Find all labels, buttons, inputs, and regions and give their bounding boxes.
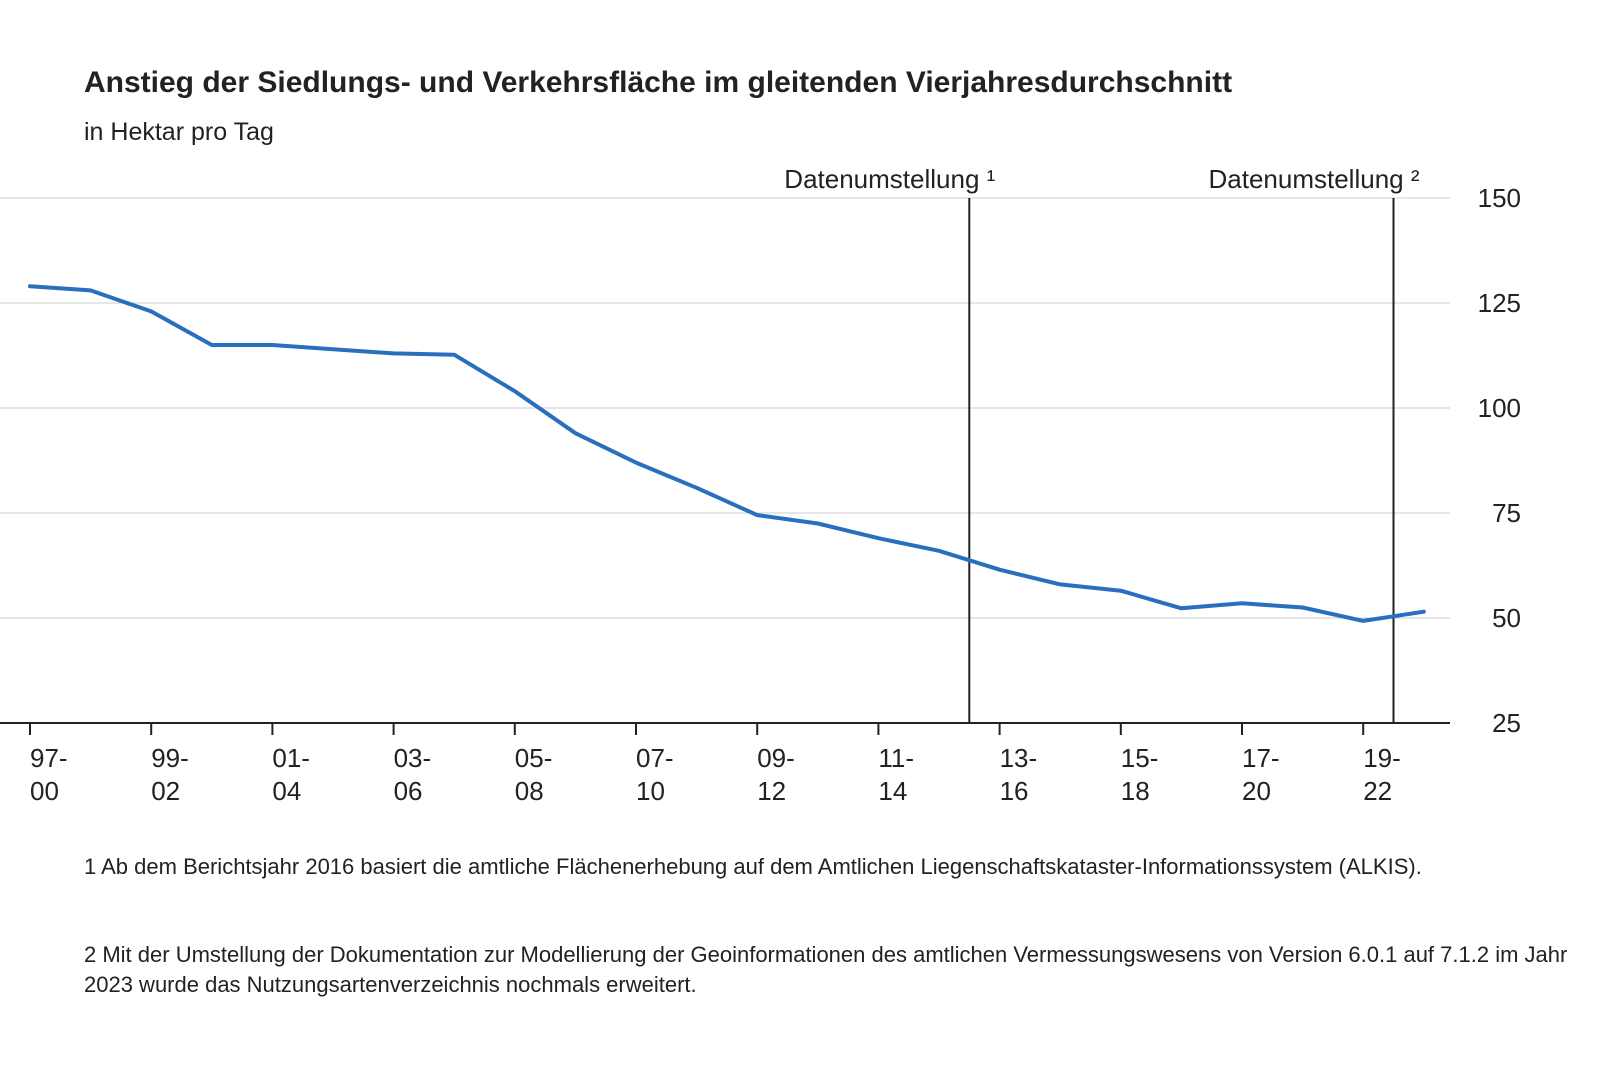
x-tick-label: 02 xyxy=(151,776,180,806)
chart-title: Anstieg der Siedlungs- und Verkehrsfläch… xyxy=(84,66,1233,99)
y-tick-label: 100 xyxy=(1478,393,1521,423)
y-tick-label: 150 xyxy=(1478,183,1521,213)
x-tick-label: 15- xyxy=(1121,743,1159,773)
series-layer xyxy=(28,284,1426,623)
x-tick-label: 09- xyxy=(757,743,795,773)
x-tick-label: 97- xyxy=(30,743,68,773)
annotation-label: Datenumstellung ² xyxy=(1209,164,1420,194)
x-tick-label: 04 xyxy=(272,776,301,806)
y-tick-label: 125 xyxy=(1478,288,1521,318)
x-tick-label: 19- xyxy=(1363,743,1401,773)
x-tick-label: 20 xyxy=(1242,776,1271,806)
x-tick-label: 03- xyxy=(394,743,432,773)
gridlines xyxy=(0,197,1450,619)
series-line xyxy=(28,284,1426,623)
x-tick-label: 11- xyxy=(878,743,914,773)
chart-subtitle: in Hektar pro Tag xyxy=(84,118,274,146)
line-chart: Datenumstellung ¹ Datenumstellung ² 150 12… xyxy=(0,164,1521,806)
x-tick-label: 16 xyxy=(1000,776,1029,806)
y-axis: 150 125 100 75 50 25 xyxy=(1478,183,1521,738)
x-tick-label: 05- xyxy=(515,743,553,773)
x-tick-label: 10 xyxy=(636,776,665,806)
x-tick-label: 12 xyxy=(757,776,786,806)
y-tick-label: 50 xyxy=(1492,603,1521,633)
x-tick-label: 06 xyxy=(394,776,423,806)
x-tick-label: 17- xyxy=(1242,743,1280,773)
annotation-label: Datenumstellung ¹ xyxy=(784,164,995,194)
footnote-1: 1 Ab dem Berichtsjahr 2016 basiert die a… xyxy=(84,854,1422,879)
x-axis: 97-00 99-02 01-04 03-06 05-08 07-10 09-12 11-14… xyxy=(0,722,1450,806)
footnote-2: 2 Mit der Umstellung der Dokumentation z… xyxy=(84,942,1568,997)
x-tick-label: 13- xyxy=(1000,743,1038,773)
x-tick-label: 99- xyxy=(151,743,189,773)
y-tick-label: 75 xyxy=(1492,498,1521,528)
x-tick-label: 01- xyxy=(272,743,310,773)
y-tick-label: 25 xyxy=(1492,708,1521,738)
x-tick-label: 08 xyxy=(515,776,544,806)
x-tick-label: 18 xyxy=(1121,776,1150,806)
annotations: Datenumstellung ¹ Datenumstellung ² xyxy=(784,164,1420,723)
x-tick-label: 14 xyxy=(878,776,907,806)
x-tick-label: 22 xyxy=(1363,776,1392,806)
x-tick-label: 00 xyxy=(30,776,59,806)
x-tick-label: 07- xyxy=(636,743,674,773)
